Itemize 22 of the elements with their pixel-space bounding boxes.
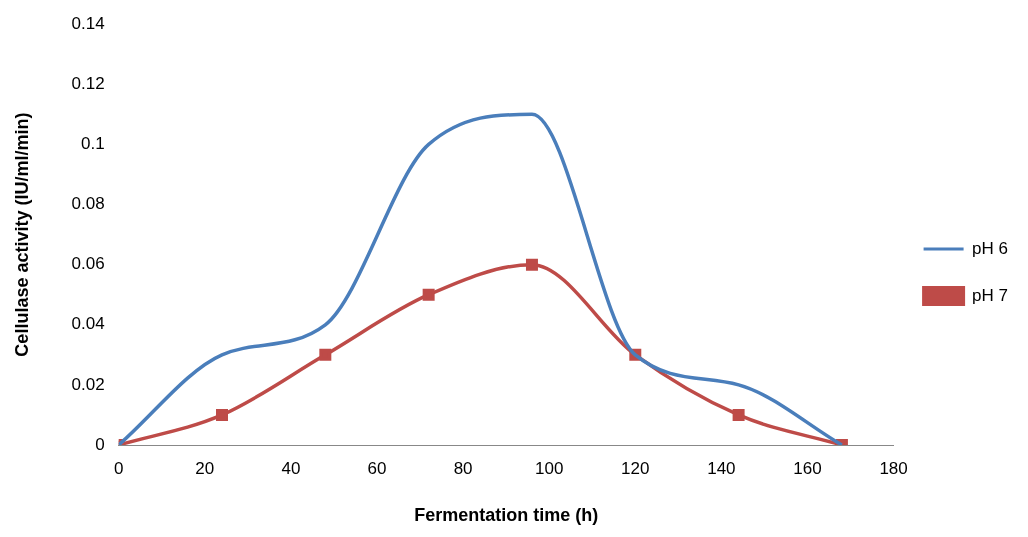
x-tick-label: 140: [707, 458, 736, 478]
x-tick-label: 20: [195, 458, 215, 478]
legend-label: pH 6: [972, 238, 1009, 258]
x-tick-label: 40: [281, 458, 301, 478]
x-tick-label: 160: [793, 458, 822, 478]
x-tick-label: 80: [453, 458, 473, 478]
y-tick-label: 0: [95, 434, 105, 454]
y-tick-label: 0.14: [71, 13, 105, 33]
legend-label: pH 7: [972, 285, 1009, 305]
x-tick-label: 100: [535, 458, 564, 478]
x-tick-label: 0: [113, 458, 124, 478]
y-tick-label: 0.12: [71, 74, 105, 93]
y-tick-label: 0.06: [71, 254, 105, 274]
y-tick-label: 0.08: [71, 194, 105, 214]
y-tick-label: 0.02: [71, 374, 105, 394]
y-tick-label: 0.04: [71, 314, 105, 334]
x-tick-label: 120: [621, 458, 650, 478]
y-tick-label: 0.1: [81, 134, 105, 154]
x-tick-label: 180: [879, 458, 908, 478]
x-axis-title: Fermentation time (h): [414, 505, 599, 526]
y-axis-title: Cellulase activity (IU/ml/min): [11, 112, 32, 357]
x-tick-label: 60: [367, 458, 387, 478]
